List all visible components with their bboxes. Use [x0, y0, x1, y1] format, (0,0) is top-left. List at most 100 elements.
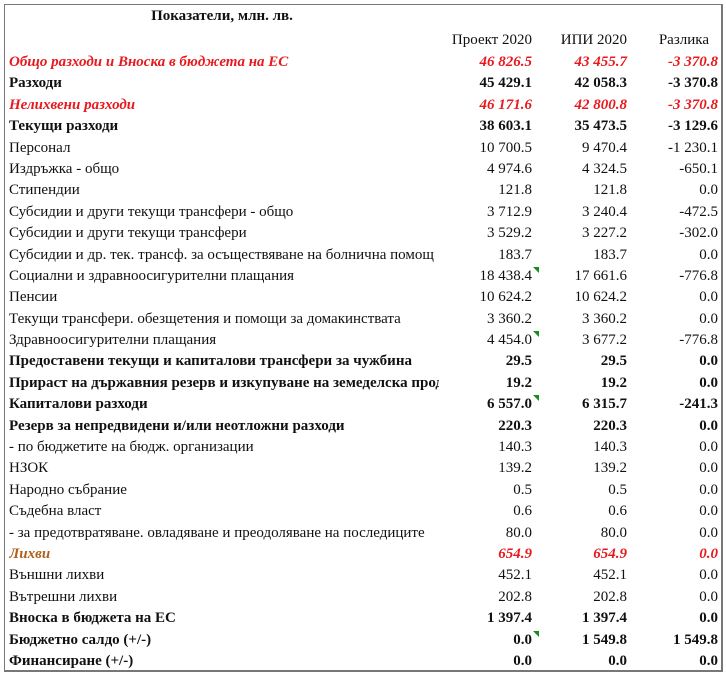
row-label[interactable]: Външни лихви — [9, 567, 105, 584]
difference-cell[interactable]: -650.1 — [679, 159, 718, 180]
row-label[interactable]: Бюджетно салдо (+/-) — [9, 631, 152, 648]
row-label[interactable]: Лихви — [9, 545, 51, 562]
project-2020-cell[interactable]: 38 603.1 — [480, 116, 533, 137]
ipi-2020-cell[interactable]: 43 455.7 — [575, 52, 628, 73]
ipi-2020-cell[interactable]: 202.8 — [593, 587, 627, 608]
ipi-2020-cell[interactable]: 9 470.4 — [582, 138, 627, 159]
ipi-2020-cell[interactable]: 6 315.7 — [582, 394, 627, 415]
ipi-2020-cell[interactable]: 0.5 — [608, 480, 627, 501]
project-2020-cell[interactable]: 121.8 — [498, 180, 532, 201]
difference-cell[interactable]: -472.5 — [679, 202, 718, 223]
project-2020-cell[interactable]: 10 624.2 — [480, 287, 533, 308]
difference-cell[interactable]: 0.0 — [699, 437, 718, 458]
ipi-2020-cell[interactable]: 4 324.5 — [582, 159, 627, 180]
ipi-2020-cell[interactable]: 220.3 — [593, 416, 627, 437]
difference-cell[interactable]: 0.0 — [699, 501, 718, 522]
difference-cell[interactable]: 0.0 — [699, 608, 718, 629]
ipi-2020-cell[interactable]: 35 473.5 — [575, 116, 628, 137]
project-2020-cell[interactable]: 452.1 — [498, 565, 532, 586]
difference-cell[interactable]: 0.0 — [699, 544, 718, 565]
project-2020-cell[interactable]: 80.0 — [506, 523, 532, 544]
project-2020-cell[interactable]: 3 712.9 — [487, 202, 532, 223]
row-label[interactable]: - по бюджетите на бюдж. организации — [9, 439, 254, 456]
row-label[interactable]: Текущи трансфери. обезщетения и помощи з… — [9, 310, 401, 327]
project-2020-cell[interactable]: 4 454.0 — [487, 330, 539, 351]
row-label[interactable]: НЗОК — [9, 460, 49, 477]
ipi-2020-cell[interactable]: 121.8 — [593, 180, 627, 201]
row-label[interactable]: Народно събрание — [9, 481, 127, 498]
comment-indicator-icon[interactable] — [533, 266, 539, 273]
difference-cell[interactable]: 0.0 — [699, 565, 718, 586]
row-label[interactable]: Субсидии и други текущи трансфери - общо — [9, 203, 294, 220]
project-2020-cell[interactable]: 4 974.6 — [487, 159, 532, 180]
row-label[interactable]: Прираст на държавния резерв и изкупуване… — [9, 374, 439, 391]
project-2020-cell[interactable]: 45 429.1 — [480, 73, 533, 94]
difference-cell[interactable]: 0.0 — [699, 480, 718, 501]
project-2020-cell[interactable]: 10 700.5 — [480, 138, 533, 159]
ipi-2020-cell[interactable]: 10 624.2 — [575, 287, 628, 308]
project-2020-cell[interactable]: 3 360.2 — [487, 309, 532, 330]
comment-indicator-icon[interactable] — [533, 331, 539, 338]
difference-cell[interactable]: 0.0 — [699, 180, 718, 201]
ipi-2020-cell[interactable]: 1 397.4 — [582, 608, 627, 629]
difference-cell[interactable]: 0.0 — [699, 309, 718, 330]
project-2020-cell[interactable]: 654.9 — [498, 544, 532, 565]
ipi-2020-cell[interactable]: 3 227.2 — [582, 223, 627, 244]
difference-cell[interactable]: 0.0 — [699, 416, 718, 437]
ipi-2020-cell[interactable]: 140.3 — [593, 437, 627, 458]
difference-cell[interactable]: -241.3 — [679, 394, 718, 415]
difference-cell[interactable]: 0.0 — [699, 523, 718, 544]
difference-cell[interactable]: 0.0 — [699, 458, 718, 479]
project-2020-cell[interactable]: 140.3 — [498, 437, 532, 458]
row-label[interactable]: Нелихвени разходи — [9, 96, 136, 113]
row-label[interactable]: Резерв за непредвидени и/или неотложни р… — [9, 417, 345, 434]
ipi-2020-cell[interactable]: 1 549.8 — [582, 630, 627, 651]
row-label[interactable]: Вноска в бюджета на ЕС — [9, 610, 176, 627]
ipi-2020-cell[interactable]: 3 240.4 — [582, 202, 627, 223]
project-2020-cell[interactable]: 0.0 — [513, 630, 539, 651]
project-2020-cell[interactable]: 220.3 — [498, 416, 532, 437]
row-label[interactable]: Социални и здравноосигурителни плащания — [9, 267, 295, 284]
difference-cell[interactable]: -776.8 — [679, 330, 718, 351]
ipi-2020-cell[interactable]: 139.2 — [593, 458, 627, 479]
project-2020-cell[interactable]: 139.2 — [498, 458, 532, 479]
row-label[interactable]: Капиталови разходи — [9, 396, 148, 413]
ipi-2020-cell[interactable]: 0.0 — [608, 651, 627, 672]
row-label[interactable]: Субсидии и др. тек. трансф. за осъществя… — [9, 246, 434, 263]
ipi-2020-cell[interactable]: 17 661.6 — [575, 266, 628, 287]
row-label[interactable]: Субсидии и други текущи трансфери — [9, 225, 247, 242]
project-2020-cell[interactable]: 46 826.5 — [480, 52, 533, 73]
difference-cell[interactable]: 1 549.8 — [673, 630, 718, 651]
difference-cell[interactable]: 0.0 — [699, 587, 718, 608]
project-2020-cell[interactable]: 1 397.4 — [487, 608, 532, 629]
row-label[interactable]: Текущи разходи — [9, 118, 119, 135]
difference-cell[interactable]: 0.0 — [699, 373, 718, 394]
project-2020-cell[interactable]: 18 438.4 — [480, 266, 539, 287]
row-label[interactable]: Общо разходи и Вноска в бюджета на ЕС — [9, 54, 289, 70]
difference-cell[interactable]: -3 370.8 — [668, 95, 718, 116]
project-2020-cell[interactable]: 0.6 — [513, 501, 532, 522]
ipi-2020-cell[interactable]: 654.9 — [593, 544, 627, 565]
ipi-2020-cell[interactable]: 29.5 — [601, 351, 627, 372]
difference-cell[interactable]: 0.0 — [699, 245, 718, 266]
row-label[interactable]: Пенсии — [9, 289, 58, 306]
ipi-2020-cell[interactable]: 19.2 — [601, 373, 627, 394]
project-2020-cell[interactable]: 0.0 — [513, 651, 532, 672]
difference-cell[interactable]: 0.0 — [699, 287, 718, 308]
ipi-2020-cell[interactable]: 452.1 — [593, 565, 627, 586]
difference-cell[interactable]: -3 370.8 — [668, 73, 718, 94]
ipi-2020-cell[interactable]: 3 360.2 — [582, 309, 627, 330]
row-label[interactable]: Здравноосигурителни плащания — [9, 332, 217, 349]
row-label[interactable]: Съдебна власт — [9, 503, 102, 520]
project-2020-cell[interactable]: 46 171.6 — [480, 95, 533, 116]
difference-cell[interactable]: -1 230.1 — [668, 138, 718, 159]
row-label[interactable]: Финансиране (+/-) — [9, 652, 134, 669]
project-2020-cell[interactable]: 183.7 — [498, 245, 532, 266]
row-label[interactable]: Издръжка - общо — [9, 160, 120, 177]
project-2020-cell[interactable]: 6 557.0 — [487, 394, 539, 415]
difference-cell[interactable]: 0.0 — [699, 651, 718, 672]
ipi-2020-cell[interactable]: 80.0 — [601, 523, 627, 544]
difference-cell[interactable]: -3 129.6 — [668, 116, 718, 137]
difference-cell[interactable]: 0.0 — [699, 351, 718, 372]
project-2020-cell[interactable]: 0.5 — [513, 480, 532, 501]
